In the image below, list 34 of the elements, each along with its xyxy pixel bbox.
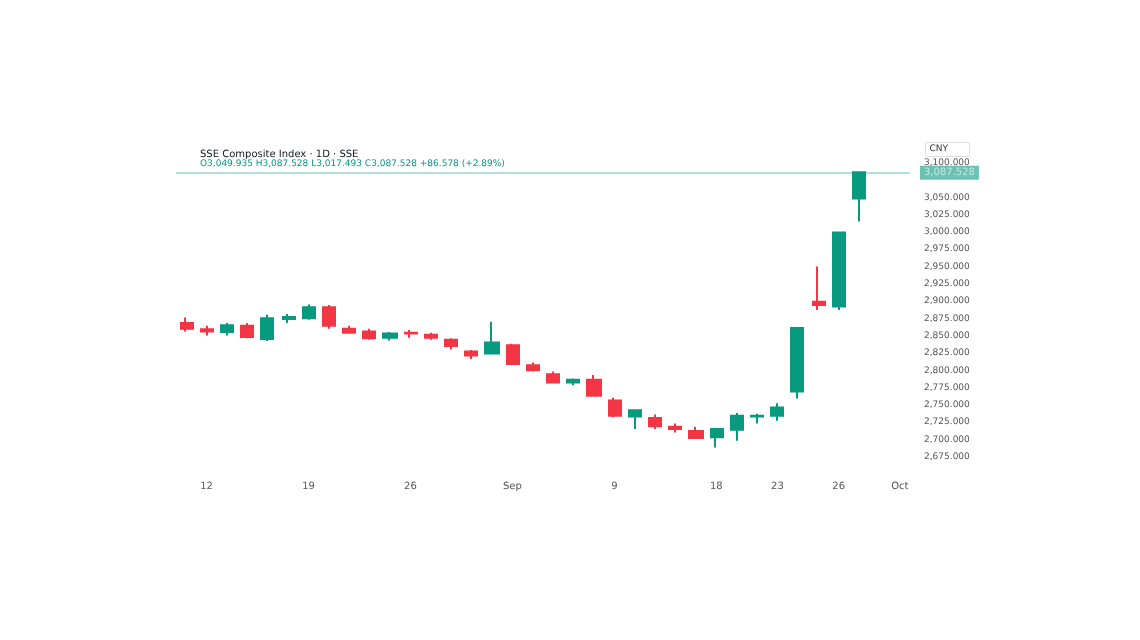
candlestick: [484, 320, 500, 356]
candlestick: [404, 329, 418, 339]
candlestick: [710, 427, 724, 449]
candlestick: [526, 361, 540, 373]
candlestick: [322, 304, 336, 330]
candlestick: [586, 373, 602, 398]
candlestick: [812, 265, 826, 311]
candlestick: [546, 370, 560, 385]
candlestick: [200, 324, 214, 337]
candlestick: [770, 402, 784, 422]
candlestick: [362, 327, 376, 341]
candlestick: [382, 331, 398, 342]
candlestick: [750, 412, 764, 425]
candlestick: [240, 322, 254, 340]
candlestick: [464, 349, 478, 361]
candlestick: [342, 324, 356, 335]
candlestick: [566, 377, 580, 387]
candlestick: [668, 422, 682, 434]
candlestick: [444, 337, 458, 351]
candlestick: [220, 322, 234, 337]
candlestick: [180, 316, 194, 333]
candlestick: [506, 342, 520, 366]
candlestick: [302, 303, 316, 321]
candlestick: [688, 425, 704, 440]
candlestick: [260, 313, 274, 343]
candlestick: [424, 331, 438, 341]
candlestick: [730, 412, 744, 442]
candlestick: [832, 231, 846, 311]
candlestick: [628, 408, 642, 430]
candlestick: [282, 313, 296, 325]
candlestick: [648, 413, 662, 430]
candlestick: [852, 171, 866, 223]
candlestick: [608, 396, 622, 419]
candlestick: [790, 326, 804, 400]
